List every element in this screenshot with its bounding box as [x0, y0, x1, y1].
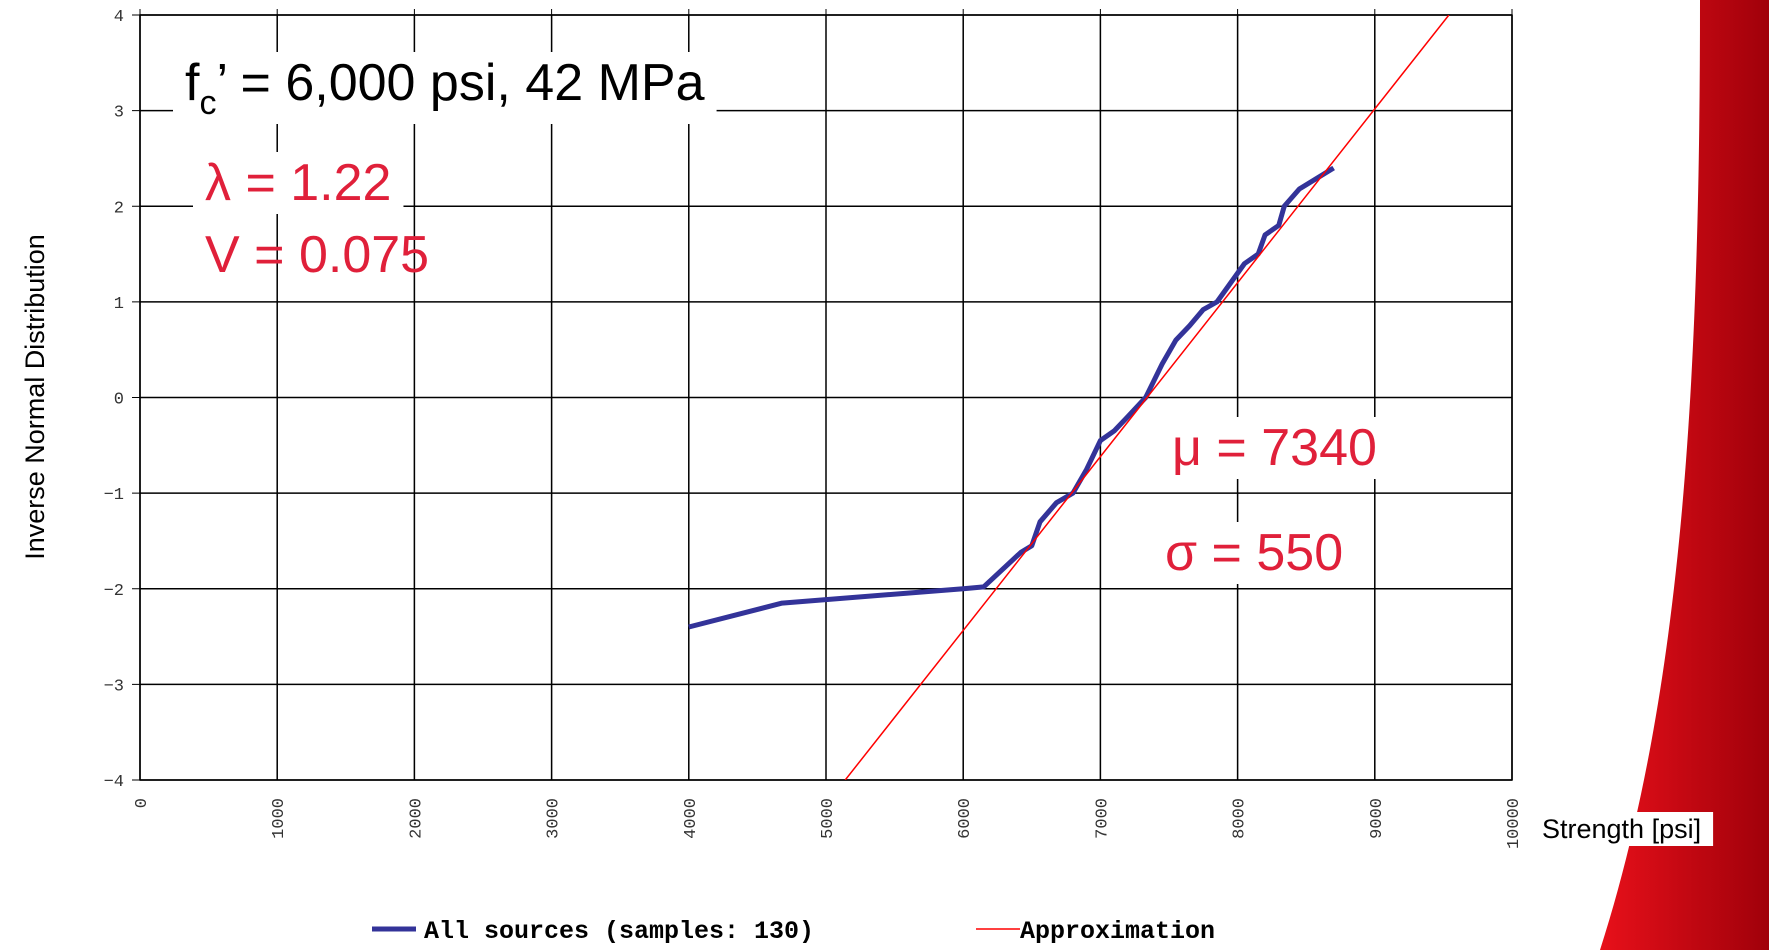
x-tick-label: 7000: [1093, 798, 1112, 839]
x-tick-label: 6000: [956, 798, 975, 839]
x-axis-label: Strength [psi]: [1542, 814, 1701, 844]
x-tick-label: 1000: [270, 798, 289, 839]
x-tick-label: 2000: [407, 798, 426, 839]
x-tick-label: 0: [133, 798, 152, 808]
legend-label: Approximation: [1020, 917, 1215, 946]
annotation-text: ’ = 6,000 psi, 42 MPa: [216, 54, 704, 112]
y-tick-label: 2: [114, 199, 124, 218]
x-tick-label: 5000: [819, 798, 838, 839]
annotation-text: f: [185, 54, 200, 112]
annotation: λ = 1.22: [205, 154, 391, 212]
y-tick-label: 1: [114, 295, 124, 314]
y-axis-label: Inverse Normal Distribution: [20, 234, 50, 560]
x-tick-label: 10000: [1505, 798, 1524, 849]
x-tick-label: 9000: [1368, 798, 1387, 839]
chart: −4 −3 −2 −1 0 1 2 3 4 0 1000 2000 3000 4000 5000 6000 70…: [0, 0, 1769, 950]
x-tick-label: 8000: [1231, 798, 1250, 839]
y-tick-label: −2: [104, 582, 124, 601]
y-tick-label: −3: [104, 677, 124, 696]
annotation: σ = 550: [1165, 524, 1343, 582]
y-tick-label: 4: [114, 8, 124, 27]
decoration: [1600, 0, 1769, 950]
legend-label: All sources (samples: 130): [424, 917, 814, 946]
y-tick-label: 0: [114, 391, 124, 410]
y-tick-label: 3: [114, 104, 124, 123]
annotation: V = 0.075: [205, 226, 429, 284]
x-tick-label: 3000: [545, 798, 564, 839]
y-tick-label: −4: [104, 773, 124, 792]
annotation-sub: c: [199, 84, 216, 122]
annotation: μ = 7340: [1172, 419, 1377, 477]
y-tick-label: −1: [104, 486, 124, 505]
x-tick-label: 4000: [682, 798, 701, 839]
annotation: fc’ = 6,000 psi, 42 MPa: [185, 54, 705, 122]
